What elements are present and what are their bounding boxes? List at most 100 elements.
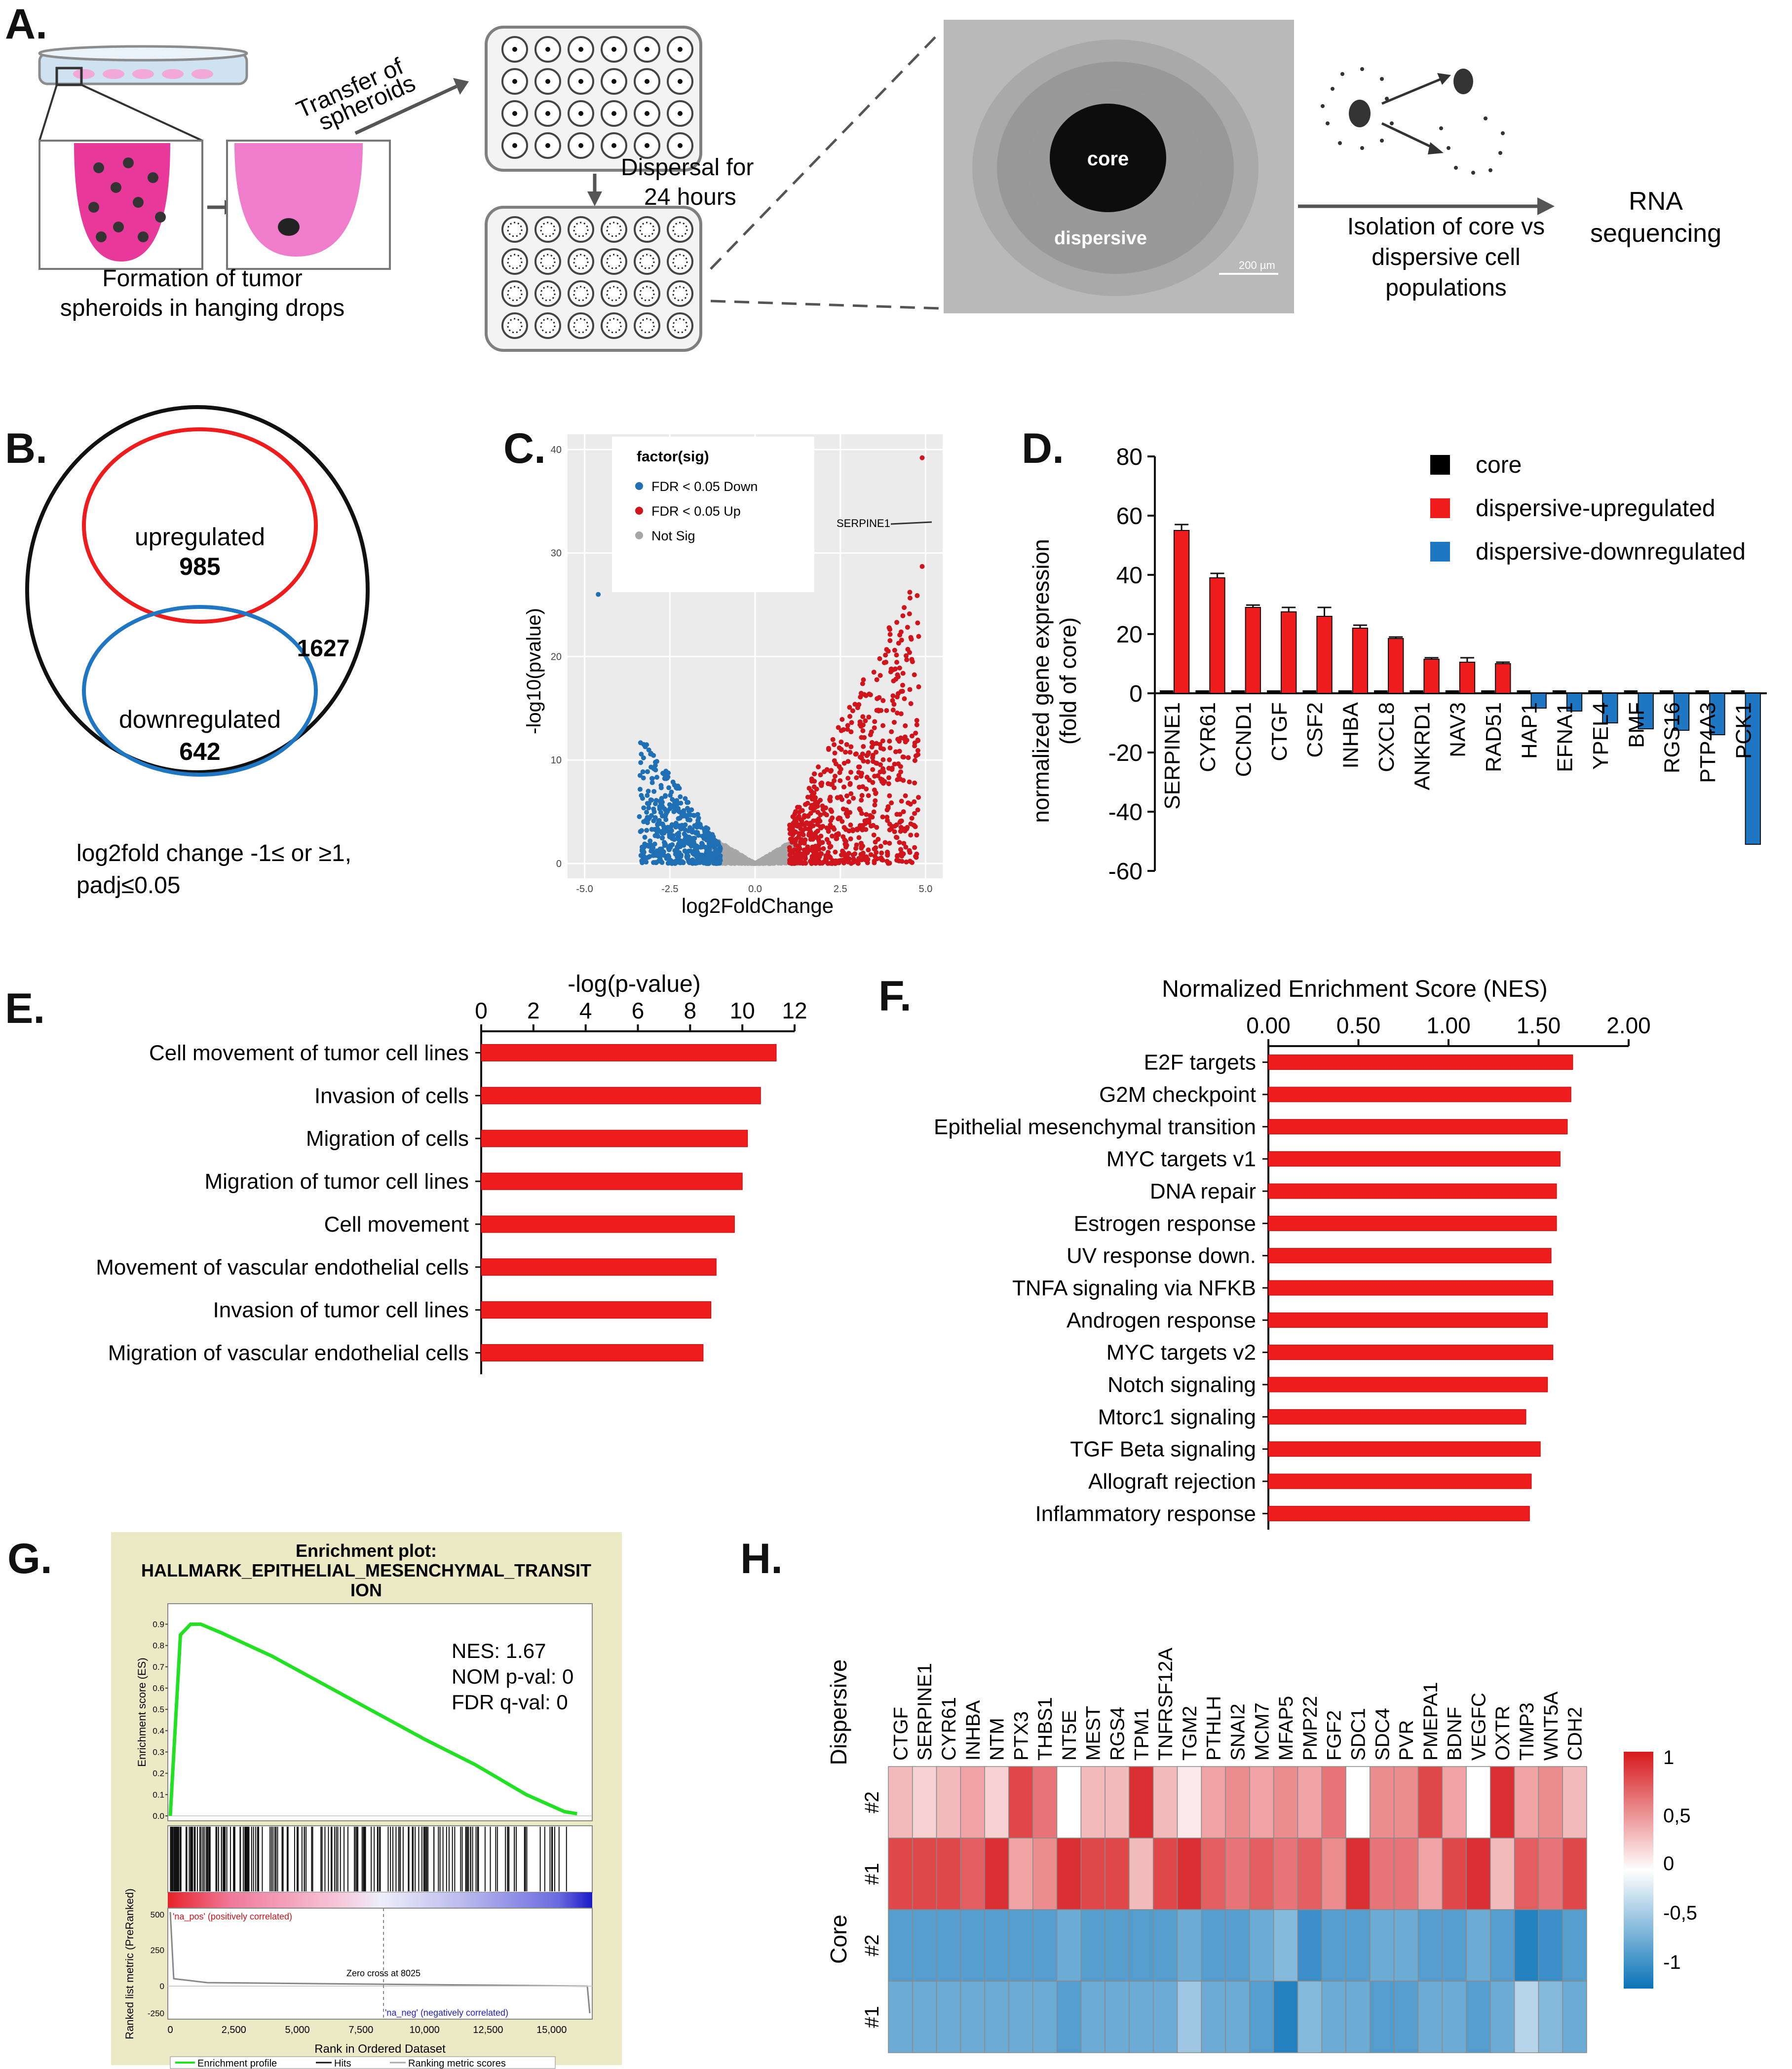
core-label: core (1087, 148, 1129, 170)
up-point (854, 775, 859, 781)
up-point (796, 844, 801, 849)
up-point (904, 859, 909, 865)
up-point (829, 768, 834, 773)
down-point (641, 755, 646, 760)
up-point (879, 850, 884, 856)
up-point (861, 677, 866, 682)
up-point (819, 840, 825, 845)
up-point (907, 590, 913, 595)
h-scale-tick-label: 0,5 (1663, 1805, 1691, 1827)
up-point (811, 802, 816, 807)
h-cell (1490, 1909, 1515, 1982)
down-point (674, 844, 680, 850)
up-point (811, 784, 817, 790)
g-rank-tick-label: 250 (151, 1946, 164, 1955)
down-point (646, 855, 651, 860)
h-cell (1370, 1909, 1395, 1982)
h-cell (1393, 1981, 1419, 2053)
f-bar (1268, 1119, 1568, 1134)
up-point (848, 791, 854, 796)
f-category-label: DNA repair (1150, 1179, 1256, 1204)
x-tick-label: 5.0 (919, 884, 933, 895)
down-point (705, 850, 711, 855)
g-es-tick-label: 0.6 (153, 1684, 164, 1693)
up-point (874, 750, 879, 755)
f-category-label: Inflammatory response (1035, 1502, 1256, 1526)
up-point (852, 851, 858, 857)
down-point (656, 818, 662, 823)
g-legend (170, 2056, 556, 2069)
up-point (871, 809, 877, 815)
dispersal-label: Dispersal for (621, 154, 754, 181)
total-count: 1627 (297, 636, 350, 662)
down-point (659, 795, 664, 801)
down-point (641, 819, 647, 825)
g-rank-tick-label: 0 (160, 1982, 164, 1991)
h-cell (984, 1838, 1009, 1910)
up-point (915, 738, 921, 743)
up-point (860, 751, 865, 756)
down-point (666, 785, 672, 790)
d-bar-core (1445, 690, 1459, 693)
h-cell (1249, 1981, 1274, 2053)
up-point (894, 660, 900, 665)
up-point (912, 672, 917, 677)
d-category-label: CXCL8 (1374, 702, 1399, 772)
h-cell (1032, 1981, 1058, 2053)
d-bar-dispersive (1245, 607, 1261, 694)
up-point (846, 799, 852, 804)
up-point (862, 854, 868, 860)
panel-g-label: G. (7, 1535, 52, 1582)
legend-up-label: FDR < 0.05 Up (651, 504, 741, 519)
ns-point (775, 857, 781, 862)
g-es-tick-label: 0.4 (153, 1726, 164, 1735)
down-point (679, 852, 684, 858)
g-x-tick-label: 5,000 (285, 2025, 310, 2035)
up-point (887, 745, 893, 751)
up-point (915, 794, 921, 800)
up-point (907, 779, 912, 785)
up-point (844, 852, 850, 858)
hanging-drop-cells-icon (38, 140, 203, 270)
h-cell (1442, 1838, 1467, 1910)
h-cell (1129, 1766, 1154, 1839)
down-point (703, 845, 709, 850)
up-point (909, 816, 915, 821)
h-cell (1538, 1981, 1563, 2053)
g-x-tick-label: 7,500 (348, 2025, 373, 2035)
h-cell (1562, 1766, 1587, 1839)
h-cell (1201, 1766, 1226, 1839)
up-point (866, 847, 871, 853)
up-point (912, 758, 917, 763)
h-cell (1345, 1766, 1371, 1839)
up-point (830, 815, 835, 821)
up-point (885, 805, 891, 811)
up-point (836, 858, 841, 864)
legend-down-marker (635, 482, 643, 490)
down-point (702, 831, 708, 837)
h-cell (1417, 1909, 1443, 1982)
total-circle (25, 405, 370, 774)
down-point (651, 789, 657, 794)
up-point (843, 844, 849, 850)
up-point (839, 716, 845, 722)
down-point (648, 797, 653, 803)
up-point (880, 757, 886, 762)
up-point (832, 758, 837, 763)
up-point (816, 764, 821, 770)
up-point (898, 769, 904, 775)
up-point (843, 839, 848, 844)
up-point (914, 832, 919, 838)
up-point (797, 824, 802, 829)
up-point (871, 670, 877, 675)
down-point (642, 854, 647, 859)
up-point (877, 656, 882, 661)
up-point (820, 803, 825, 809)
down-point (637, 773, 643, 778)
e-bar (481, 1258, 717, 1276)
h-gene-label: CYR61 (938, 1697, 960, 1761)
h-cell (1273, 1981, 1298, 2053)
down-point (658, 783, 664, 788)
down-point (690, 857, 695, 863)
heatmap: CTGF SERPINE1 CYR61 INHBA NTM PTX3 THBS1 NT5E ME… (826, 1648, 1697, 2053)
